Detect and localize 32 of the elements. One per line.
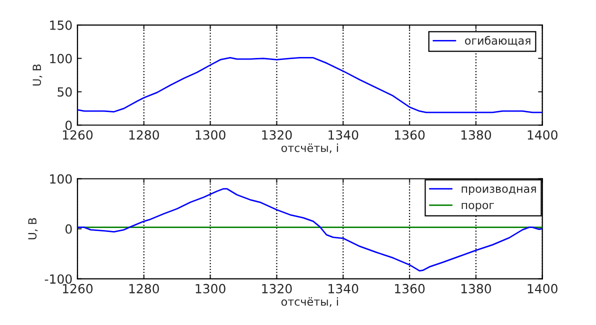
line-series	[77, 57, 542, 114]
y-tick-label: 0	[65, 120, 72, 130]
x-tick-label: 1280	[129, 284, 159, 294]
y-axis-title: U, В	[32, 64, 42, 86]
x-tick-label: 1320	[262, 130, 292, 140]
legend-label: производная	[462, 186, 536, 196]
legend-label: огибающая	[465, 36, 530, 46]
x-tick-label: 1340	[328, 130, 358, 140]
y-tick-label: 50	[58, 87, 72, 97]
y-tick-label: 100	[50, 54, 72, 64]
x-tick-label: 1380	[461, 284, 492, 294]
line-series	[77, 188, 542, 272]
x-tick-label: 1280	[129, 130, 159, 140]
y-tick-label: 0	[65, 224, 72, 234]
x-tick-label: 1260	[62, 284, 93, 294]
x-tick-label: 1400	[528, 130, 558, 140]
x-axis-title: отсчёты, i	[281, 143, 338, 154]
x-tick-label: 1360	[395, 284, 425, 294]
y-tick-label: 100	[50, 174, 72, 184]
y-tick-label: 150	[50, 20, 72, 30]
x-tick-label: 1400	[528, 284, 558, 294]
x-tick-label: 1260	[62, 130, 93, 140]
x-tick-label: 1300	[196, 130, 226, 140]
y-tick-label: -100	[44, 274, 72, 284]
x-tick-label: 1300	[196, 284, 226, 294]
legend-label: порог	[462, 202, 494, 212]
x-tick-label: 1360	[395, 130, 425, 140]
x-tick-label: 1380	[461, 130, 492, 140]
y-axis-title: U, В	[28, 218, 38, 240]
x-tick-label: 1340	[328, 284, 358, 294]
x-tick-label: 1320	[262, 284, 292, 294]
x-axis-title: отсчёты, i	[281, 297, 338, 307]
